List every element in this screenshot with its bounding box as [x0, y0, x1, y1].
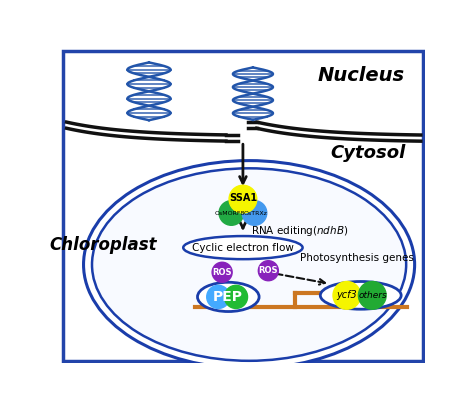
Text: Chloroplast: Chloroplast	[49, 236, 156, 254]
Circle shape	[207, 285, 230, 308]
Text: PEP: PEP	[212, 290, 243, 304]
Text: OsTRXz: OsTRXz	[243, 211, 267, 216]
Text: others: others	[359, 291, 387, 300]
Circle shape	[258, 261, 278, 281]
Circle shape	[333, 282, 361, 309]
Text: Photosynthesis genes: Photosynthesis genes	[300, 253, 414, 264]
Text: ROS: ROS	[212, 268, 232, 277]
Ellipse shape	[183, 236, 302, 259]
FancyBboxPatch shape	[63, 51, 423, 361]
Text: RNA editing($\it{ndhB}$): RNA editing($\it{ndhB}$)	[251, 224, 349, 238]
Ellipse shape	[198, 282, 259, 312]
Circle shape	[219, 201, 244, 225]
Circle shape	[225, 285, 247, 308]
Circle shape	[242, 201, 267, 225]
Ellipse shape	[320, 282, 401, 309]
Ellipse shape	[92, 169, 406, 361]
Text: ROS: ROS	[259, 266, 278, 275]
Ellipse shape	[83, 161, 415, 368]
Text: Cytosol: Cytosol	[331, 144, 406, 162]
Circle shape	[212, 262, 232, 282]
Text: ycf3: ycf3	[337, 290, 357, 300]
Text: OsMORF8: OsMORF8	[215, 211, 245, 216]
Circle shape	[229, 185, 257, 213]
Text: SSA1: SSA1	[229, 193, 257, 203]
Text: Nucleus: Nucleus	[317, 66, 404, 85]
Circle shape	[358, 282, 386, 309]
Text: Cyclic electron flow: Cyclic electron flow	[192, 243, 294, 253]
